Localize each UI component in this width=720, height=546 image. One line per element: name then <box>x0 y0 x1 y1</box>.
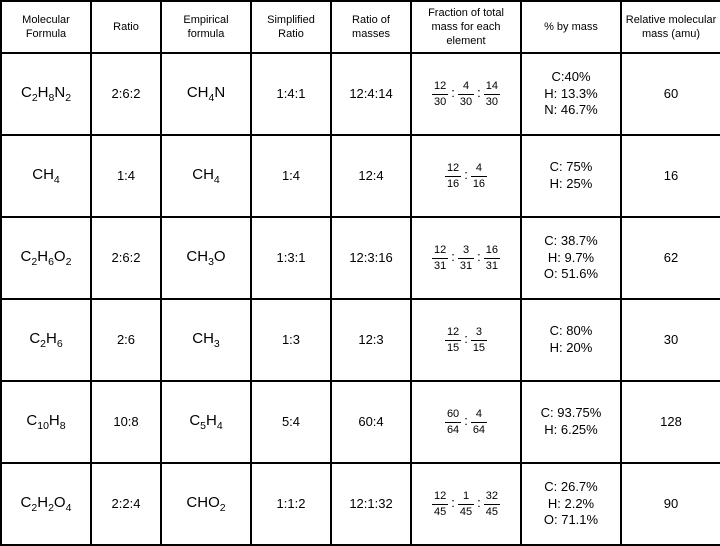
formula-cell: C2H8N2 <box>1 53 91 135</box>
empirical-cell: CH3 <box>161 299 251 381</box>
header-cell-0: Molecular Formula <box>1 1 91 53</box>
rmm-cell: 62 <box>621 217 720 299</box>
percent-cell: C: 93.75%H: 6.25% <box>521 381 621 463</box>
rmm-cell: 60 <box>621 53 720 135</box>
header-cell-4: Ratio of masses <box>331 1 411 53</box>
rmm-cell: 90 <box>621 463 720 545</box>
masses-cell: 12:4:14 <box>331 53 411 135</box>
percent-cell: C:40%H: 13.3%N: 46.7% <box>521 53 621 135</box>
simplified-cell: 1:3 <box>251 299 331 381</box>
ratio-cell: 2:2:4 <box>91 463 161 545</box>
formula-cell: C2H2O4 <box>1 463 91 545</box>
percent-cell: C: 75%H: 25% <box>521 135 621 217</box>
header-cell-7: Relative molecular mass (amu) <box>621 1 720 53</box>
empirical-cell: CH4N <box>161 53 251 135</box>
fractions-cell: 6064:464 <box>411 381 521 463</box>
simplified-cell: 1:4:1 <box>251 53 331 135</box>
simplified-cell: 1:1:2 <box>251 463 331 545</box>
empirical-cell: C5H4 <box>161 381 251 463</box>
empirical-cell: CH4 <box>161 135 251 217</box>
header-cell-5: Fraction of total mass for each element <box>411 1 521 53</box>
ratio-cell: 2:6:2 <box>91 217 161 299</box>
table-row: C2H8N22:6:2CH4N1:4:112:4:141230:430:1430… <box>1 53 720 135</box>
formula-cell: C2H6 <box>1 299 91 381</box>
fractions-cell: 1216:416 <box>411 135 521 217</box>
formula-cell: CH4 <box>1 135 91 217</box>
table-row: C2H2O42:2:4CHO21:1:212:1:321245:145:3245… <box>1 463 720 545</box>
table-row: C2H6O22:6:2CH3O1:3:112:3:161231:331:1631… <box>1 217 720 299</box>
table-row: CH41:4CH41:412:41216:416C: 75%H: 25%16 <box>1 135 720 217</box>
simplified-cell: 1:3:1 <box>251 217 331 299</box>
empirical-cell: CHO2 <box>161 463 251 545</box>
rmm-cell: 128 <box>621 381 720 463</box>
simplified-cell: 5:4 <box>251 381 331 463</box>
fractions-cell: 1231:331:1631 <box>411 217 521 299</box>
ratio-cell: 2:6 <box>91 299 161 381</box>
formula-cell: C2H6O2 <box>1 217 91 299</box>
masses-cell: 12:1:32 <box>331 463 411 545</box>
rmm-cell: 30 <box>621 299 720 381</box>
table-row: C2H62:6CH31:312:31215:315C: 80%H: 20%30 <box>1 299 720 381</box>
ratio-cell: 10:8 <box>91 381 161 463</box>
masses-cell: 12:3 <box>331 299 411 381</box>
header-cell-6: % by mass <box>521 1 621 53</box>
ratio-cell: 2:6:2 <box>91 53 161 135</box>
percent-cell: C: 80%H: 20% <box>521 299 621 381</box>
ratio-cell: 1:4 <box>91 135 161 217</box>
chemistry-table: Molecular FormulaRatioEmpirical formulaS… <box>0 0 720 546</box>
percent-cell: C: 38.7%H: 9.7%O: 51.6% <box>521 217 621 299</box>
table-row: C10H810:8C5H45:460:46064:464C: 93.75%H: … <box>1 381 720 463</box>
fractions-cell: 1230:430:1430 <box>411 53 521 135</box>
header-row: Molecular FormulaRatioEmpirical formulaS… <box>1 1 720 53</box>
header-cell-1: Ratio <box>91 1 161 53</box>
masses-cell: 12:4 <box>331 135 411 217</box>
percent-cell: C: 26.7%H: 2.2%O: 71.1% <box>521 463 621 545</box>
masses-cell: 60:4 <box>331 381 411 463</box>
formula-cell: C10H8 <box>1 381 91 463</box>
simplified-cell: 1:4 <box>251 135 331 217</box>
header-cell-3: Simplified Ratio <box>251 1 331 53</box>
masses-cell: 12:3:16 <box>331 217 411 299</box>
rmm-cell: 16 <box>621 135 720 217</box>
fractions-cell: 1245:145:3245 <box>411 463 521 545</box>
header-cell-2: Empirical formula <box>161 1 251 53</box>
fractions-cell: 1215:315 <box>411 299 521 381</box>
empirical-cell: CH3O <box>161 217 251 299</box>
